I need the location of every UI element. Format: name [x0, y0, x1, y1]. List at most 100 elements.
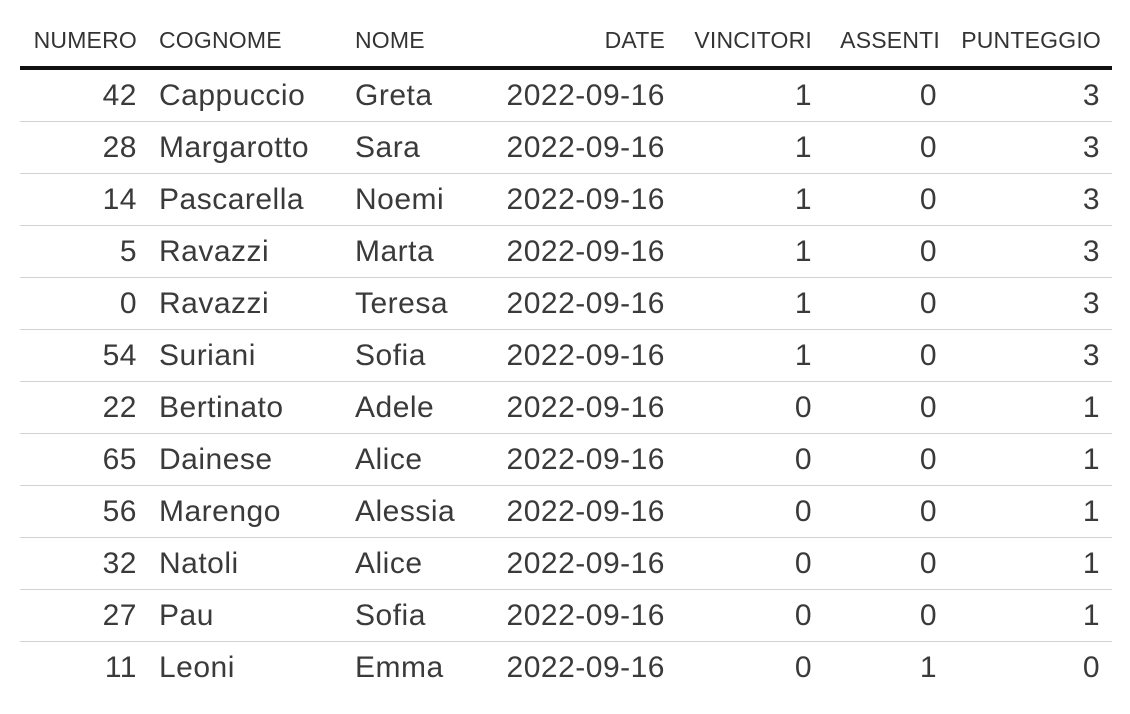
- cell-date: 2022-09-16: [506, 443, 665, 476]
- cell-nome: Alessia: [355, 495, 456, 528]
- cell-punteggio: 3: [1082, 131, 1100, 164]
- cell-date: 2022-09-16: [506, 287, 665, 320]
- table-row[interactable]: 14 Pascarella Noemi 2022-09-16 1 0 3: [20, 174, 1112, 226]
- cell-vincitori: 0: [794, 599, 812, 632]
- table-row[interactable]: 54 Suriani Sofia 2022-09-16 1 0 3: [20, 330, 1112, 382]
- cell-nome: Emma: [355, 651, 444, 684]
- cell-cognome: Dainese: [159, 443, 273, 476]
- cell-nome: Alice: [355, 547, 423, 580]
- header-assenti[interactable]: ASSENTI: [840, 27, 940, 53]
- cell-vincitori: 1: [794, 287, 812, 320]
- cell-vincitori: 0: [794, 443, 812, 476]
- cell-cognome: Bertinato: [159, 391, 284, 424]
- cell-date: 2022-09-16: [506, 547, 665, 580]
- cell-cognome: Margarotto: [159, 131, 310, 164]
- cell-assenti: 0: [919, 131, 937, 164]
- cell-assenti: 0: [919, 391, 937, 424]
- cell-nome: Adele: [355, 391, 435, 424]
- cell-nome: Sara: [355, 131, 421, 164]
- table-header: NUMERO COGNOME NOME DATE VINCITORI ASSEN…: [20, 0, 1112, 70]
- cell-numero: 27: [102, 599, 137, 632]
- cell-numero: 0: [119, 287, 137, 320]
- cell-punteggio: 3: [1082, 183, 1100, 216]
- header-numero[interactable]: NUMERO: [33, 27, 137, 53]
- cell-nome: Marta: [355, 235, 435, 268]
- results-table: NUMERO COGNOME NOME DATE VINCITORI ASSEN…: [20, 0, 1112, 694]
- cell-assenti: 1: [919, 651, 937, 684]
- cell-cognome: Cappuccio: [159, 79, 306, 112]
- cell-assenti: 0: [919, 183, 937, 216]
- cell-date: 2022-09-16: [506, 131, 665, 164]
- table-row[interactable]: 5 Ravazzi Marta 2022-09-16 1 0 3: [20, 226, 1112, 278]
- cell-numero: 11: [104, 651, 137, 684]
- cell-nome: Teresa: [355, 287, 449, 320]
- cell-punteggio: 1: [1082, 495, 1100, 528]
- cell-assenti: 0: [919, 495, 937, 528]
- cell-punteggio: 3: [1082, 339, 1100, 372]
- header-date[interactable]: DATE: [604, 27, 665, 53]
- cell-assenti: 0: [919, 443, 937, 476]
- cell-vincitori: 1: [794, 79, 812, 112]
- table-row[interactable]: 32 Natoli Alice 2022-09-16 0 0 1: [20, 538, 1112, 590]
- header-punteggio[interactable]: PUNTEGGIO: [961, 27, 1101, 53]
- table-row[interactable]: 56 Marengo Alessia 2022-09-16 0 0 1: [20, 486, 1112, 538]
- cell-date: 2022-09-16: [506, 235, 665, 268]
- cell-cognome: Suriani: [159, 339, 256, 372]
- cell-numero: 32: [102, 547, 137, 580]
- cell-punteggio: 1: [1082, 391, 1100, 424]
- cell-cognome: Pau: [159, 599, 214, 632]
- cell-nome: Alice: [355, 443, 423, 476]
- cell-vincitori: 0: [794, 547, 812, 580]
- cell-assenti: 0: [919, 547, 937, 580]
- header-cognome[interactable]: COGNOME: [159, 27, 282, 53]
- cell-assenti: 0: [919, 79, 937, 112]
- cell-vincitori: 1: [794, 339, 812, 372]
- cell-nome: Greta: [355, 79, 433, 112]
- table-row[interactable]: 0 Ravazzi Teresa 2022-09-16 1 0 3: [20, 278, 1112, 330]
- cell-vincitori: 1: [794, 131, 812, 164]
- table-row[interactable]: 22 Bertinato Adele 2022-09-16 0 0 1: [20, 382, 1112, 434]
- cell-punteggio: 0: [1082, 651, 1100, 684]
- cell-assenti: 0: [919, 235, 937, 268]
- cell-vincitori: 0: [794, 651, 812, 684]
- table-body: 42 Cappuccio Greta 2022-09-16 1 0 3 28 Margarott…: [20, 70, 1112, 694]
- cell-cognome: Natoli: [159, 547, 239, 580]
- cell-assenti: 0: [919, 287, 937, 320]
- cell-cognome: Leoni: [159, 651, 235, 684]
- cell-date: 2022-09-16: [506, 599, 665, 632]
- cell-numero: 54: [102, 339, 137, 372]
- cell-numero: 28: [102, 131, 137, 164]
- cell-nome: Sofia: [355, 339, 426, 372]
- cell-cognome: Pascarella: [159, 183, 305, 216]
- cell-date: 2022-09-16: [506, 391, 665, 424]
- cell-vincitori: 0: [794, 391, 812, 424]
- cell-cognome: Marengo: [159, 495, 281, 528]
- header-vincitori[interactable]: VINCITORI: [694, 27, 812, 53]
- cell-punteggio: 3: [1082, 235, 1100, 268]
- cell-numero: 65: [102, 443, 137, 476]
- table-row[interactable]: 28 Margarotto Sara 2022-09-16 1 0 3: [20, 122, 1112, 174]
- cell-punteggio: 1: [1082, 547, 1100, 580]
- table-row[interactable]: 42 Cappuccio Greta 2022-09-16 1 0 3: [20, 70, 1112, 122]
- cell-cognome: Ravazzi: [159, 235, 270, 268]
- table-row[interactable]: 27 Pau Sofia 2022-09-16 0 0 1: [20, 590, 1112, 642]
- cell-cognome: Ravazzi: [159, 287, 270, 320]
- cell-punteggio: 3: [1082, 79, 1100, 112]
- cell-vincitori: 1: [794, 235, 812, 268]
- cell-date: 2022-09-16: [506, 79, 665, 112]
- cell-punteggio: 3: [1082, 287, 1100, 320]
- cell-date: 2022-09-16: [506, 651, 665, 684]
- cell-numero: 14: [102, 183, 137, 216]
- cell-date: 2022-09-16: [506, 339, 665, 372]
- header-nome[interactable]: NOME: [355, 27, 425, 53]
- cell-numero: 56: [102, 495, 137, 528]
- table-row[interactable]: 65 Dainese Alice 2022-09-16 0 0 1: [20, 434, 1112, 486]
- cell-assenti: 0: [919, 599, 937, 632]
- cell-date: 2022-09-16: [506, 183, 665, 216]
- table-row[interactable]: 11 Leoni Emma 2022-09-16 0 1 0: [20, 642, 1112, 694]
- cell-numero: 42: [102, 79, 137, 112]
- cell-date: 2022-09-16: [506, 495, 665, 528]
- cell-nome: Sofia: [355, 599, 426, 632]
- cell-numero: 22: [102, 391, 137, 424]
- cell-punteggio: 1: [1082, 599, 1100, 632]
